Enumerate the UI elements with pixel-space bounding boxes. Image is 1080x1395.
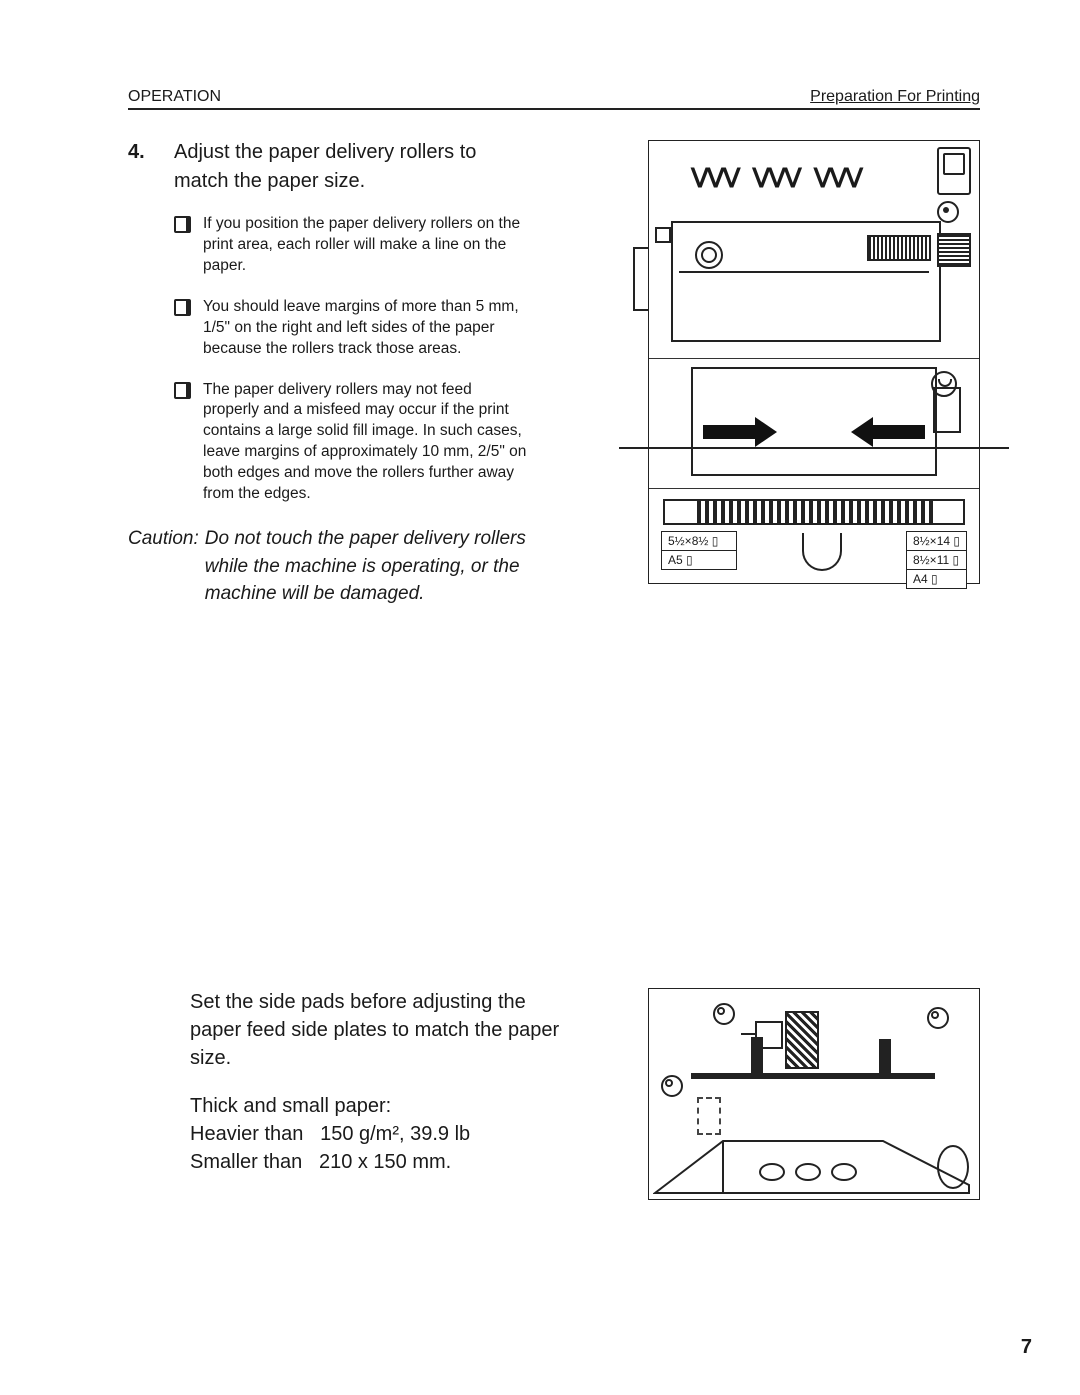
text-column: 4. Adjust the paper delivery rollers to … xyxy=(128,138,528,608)
size-label: 8½×14 ▯ xyxy=(906,531,967,551)
roller-icon: ᐯᐯᐯ xyxy=(814,163,861,194)
step-text: Adjust the paper delivery rollers to mat… xyxy=(174,138,528,196)
dashed-guide-icon xyxy=(697,1097,721,1135)
dial-icon xyxy=(695,241,723,269)
figure-1-delivery-unit: ᐯᐯᐯ ᐯᐯᐯ ᐯᐯᐯ xyxy=(648,140,980,584)
lower-text: Set the side pads before adjusting the p… xyxy=(190,988,580,1200)
size-label: 8½×11 ▯ xyxy=(906,551,967,570)
lower-spec: Heavier than 150 g/m², 39.9 lb xyxy=(190,1123,470,1145)
screw-icon xyxy=(713,1003,735,1025)
bullet-text: If you position the paper delivery rolle… xyxy=(203,214,528,277)
header-left: OPERATION xyxy=(128,88,221,106)
list-item: The paper delivery rollers may not feed … xyxy=(174,380,528,506)
bullet-list: If you position the paper delivery rolle… xyxy=(174,214,528,505)
pad-icon xyxy=(785,1011,819,1069)
size-label: A4 ▯ xyxy=(906,570,967,589)
wheel-icon xyxy=(937,233,971,267)
caution-block: Caution: Do not touch the paper delivery… xyxy=(128,525,528,608)
size-label: A5 ▯ xyxy=(661,551,737,570)
figure-1-adjust-view xyxy=(649,359,979,489)
bullet-text: The paper delivery rollers may not feed … xyxy=(203,380,528,506)
roller-icon: ᐯᐯᐯ xyxy=(752,163,799,194)
list-item: If you position the paper delivery rolle… xyxy=(174,214,528,277)
latch-icon xyxy=(655,227,671,243)
binding-icon xyxy=(937,147,971,195)
scale-ruler-icon xyxy=(663,499,965,525)
bullet-text: You should leave margins of more than 5 … xyxy=(203,297,528,360)
caution-label: Caution: xyxy=(128,525,199,608)
lower-spec: Smaller than 210 x 150 mm. xyxy=(190,1151,451,1173)
caution-text: Do not touch the paper delivery rollers … xyxy=(205,525,528,608)
tray-outline-icon xyxy=(653,1135,973,1195)
arrow-right-icon xyxy=(703,425,757,439)
list-item: You should leave margins of more than 5 … xyxy=(174,297,528,360)
manual-page: OPERATION Preparation For Printing 4. Ad… xyxy=(0,0,1080,1395)
tray-arc-icon xyxy=(802,533,842,571)
side-plate-icon xyxy=(691,1073,935,1079)
figure-2-feed-unit xyxy=(648,988,980,1200)
lower-paragraph: Set the side pads before adjusting the p… xyxy=(190,988,580,1072)
screw-icon xyxy=(661,1075,683,1097)
figure-column: ᐯᐯᐯ ᐯᐯᐯ ᐯᐯᐯ xyxy=(562,138,980,608)
size-label: 5½×8½ ▯ xyxy=(661,531,737,551)
figure-1-top-view: ᐯᐯᐯ ᐯᐯᐯ ᐯᐯᐯ xyxy=(649,141,979,359)
page-header: OPERATION Preparation For Printing xyxy=(128,88,980,110)
arrow-left-icon xyxy=(871,425,925,439)
knob-icon xyxy=(937,201,959,223)
step-4: 4. Adjust the paper delivery rollers to … xyxy=(128,138,528,196)
roller-icon: ᐯᐯᐯ xyxy=(691,163,738,194)
lower-section: Set the side pads before adjusting the p… xyxy=(128,988,980,1200)
step-number: 4. xyxy=(128,138,152,196)
lower-subtitle: Thick and small paper: xyxy=(190,1095,391,1117)
page-number: 7 xyxy=(1021,1336,1032,1359)
bullet-icon xyxy=(174,216,191,233)
lower-paragraph: Thick and small paper: Heavier than 150 … xyxy=(190,1092,580,1176)
figure-1-scale: 5½×8½ ▯ A5 ▯ 8½×14 ▯ 8½×11 ▯ A4 ▯ xyxy=(649,489,979,583)
bullet-icon xyxy=(174,382,191,399)
drum-icon xyxy=(867,235,931,261)
size-labels-right: 8½×14 ▯ 8½×11 ▯ A4 ▯ xyxy=(906,531,967,589)
size-labels-left: 5½×8½ ▯ A5 ▯ xyxy=(661,531,737,589)
guide-handle-icon xyxy=(933,387,961,433)
bullet-icon xyxy=(174,299,191,316)
main-columns: 4. Adjust the paper delivery rollers to … xyxy=(128,138,980,608)
screw-icon xyxy=(927,1007,949,1029)
header-right: Preparation For Printing xyxy=(810,88,980,106)
